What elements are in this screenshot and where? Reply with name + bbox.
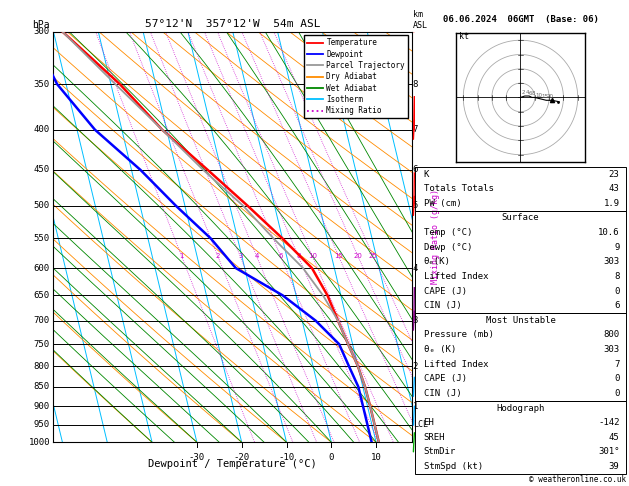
Text: 700: 700 (34, 316, 50, 325)
Text: 43: 43 (609, 184, 620, 193)
Text: 3: 3 (238, 254, 242, 260)
Text: © weatheronline.co.uk: © weatheronline.co.uk (529, 474, 626, 484)
Text: 6: 6 (279, 254, 283, 260)
Text: 10: 10 (536, 93, 543, 98)
Text: 15: 15 (542, 94, 548, 99)
Text: 301°: 301° (598, 448, 620, 456)
Text: Totals Totals: Totals Totals (423, 184, 493, 193)
Text: StmSpd (kt): StmSpd (kt) (423, 462, 482, 471)
Text: Lifted Index: Lifted Index (423, 272, 488, 281)
X-axis label: Dewpoint / Temperature (°C): Dewpoint / Temperature (°C) (148, 459, 317, 469)
Text: 950: 950 (34, 420, 50, 429)
Text: 23: 23 (609, 170, 620, 178)
Text: 8: 8 (614, 272, 620, 281)
Text: CIN (J): CIN (J) (423, 301, 461, 310)
Text: 5: 5 (413, 201, 418, 210)
Text: 8: 8 (532, 91, 535, 96)
Text: Most Unstable: Most Unstable (486, 316, 555, 325)
Text: 650: 650 (34, 291, 50, 300)
Text: 6: 6 (529, 91, 532, 96)
Text: Surface: Surface (502, 213, 539, 223)
Text: 1.9: 1.9 (603, 199, 620, 208)
Text: 4: 4 (526, 90, 530, 95)
Text: 4: 4 (255, 254, 259, 260)
Text: SREH: SREH (423, 433, 445, 442)
Text: 0: 0 (614, 287, 620, 295)
Text: 06.06.2024  06GMT  (Base: 06): 06.06.2024 06GMT (Base: 06) (443, 15, 598, 24)
Text: 303: 303 (603, 345, 620, 354)
Bar (415, 210, 626, 313)
Text: Lifted Index: Lifted Index (423, 360, 488, 369)
Text: CAPE (J): CAPE (J) (423, 287, 467, 295)
Text: 2: 2 (413, 362, 418, 371)
Text: CIN (J): CIN (J) (423, 389, 461, 398)
Text: 6: 6 (413, 165, 418, 174)
Text: 8: 8 (296, 254, 301, 260)
Text: K: K (423, 170, 429, 178)
Title: 57°12'N  357°12'W  54m ASL: 57°12'N 357°12'W 54m ASL (145, 19, 321, 30)
Text: CAPE (J): CAPE (J) (423, 374, 467, 383)
Text: Pressure (mb): Pressure (mb) (423, 330, 493, 339)
Text: 10: 10 (308, 254, 317, 260)
Text: hPa: hPa (32, 19, 50, 30)
Text: 10: 10 (370, 452, 382, 462)
Text: km
ASL: km ASL (413, 10, 428, 30)
Text: 7: 7 (614, 360, 620, 369)
Text: kt: kt (459, 32, 469, 41)
Text: PW (cm): PW (cm) (423, 199, 461, 208)
Text: EH: EH (423, 418, 434, 427)
Text: 9: 9 (614, 243, 620, 252)
Text: 2: 2 (216, 254, 220, 260)
Text: Temp (°C): Temp (°C) (423, 228, 472, 237)
Text: StmDir: StmDir (423, 448, 456, 456)
Text: 550: 550 (34, 234, 50, 243)
Text: 39: 39 (609, 462, 620, 471)
Text: 8: 8 (413, 80, 418, 88)
Text: Dewp (°C): Dewp (°C) (423, 243, 472, 252)
Text: 800: 800 (603, 330, 620, 339)
Text: -30: -30 (189, 452, 205, 462)
Text: 6: 6 (614, 301, 620, 310)
Text: 0: 0 (614, 374, 620, 383)
Text: 400: 400 (34, 125, 50, 134)
Text: 3: 3 (413, 316, 418, 325)
Text: 500: 500 (34, 201, 50, 210)
Legend: Temperature, Dewpoint, Parcel Trajectory, Dry Adiabat, Wet Adiabat, Isotherm, Mi: Temperature, Dewpoint, Parcel Trajectory… (304, 35, 408, 118)
Text: 800: 800 (34, 362, 50, 371)
Text: -20: -20 (233, 452, 250, 462)
Text: Mixing Ratio (g/kg): Mixing Ratio (g/kg) (431, 190, 440, 284)
Text: 2: 2 (521, 90, 525, 95)
Text: -10: -10 (279, 452, 294, 462)
Text: 25: 25 (369, 254, 377, 260)
Text: LCL: LCL (413, 420, 428, 429)
Text: 1: 1 (413, 402, 418, 411)
Text: 0: 0 (328, 452, 334, 462)
Text: -142: -142 (598, 418, 620, 427)
Text: 7: 7 (413, 125, 418, 134)
Text: 10.6: 10.6 (598, 228, 620, 237)
Text: 900: 900 (34, 402, 50, 411)
Text: 303: 303 (603, 257, 620, 266)
Bar (415, 167, 626, 210)
Bar (415, 313, 626, 401)
Text: 20: 20 (353, 254, 362, 260)
Text: θₑ (K): θₑ (K) (423, 345, 456, 354)
Text: 850: 850 (34, 382, 50, 391)
Text: 1000: 1000 (28, 438, 50, 447)
Text: Hodograph: Hodograph (496, 403, 545, 413)
Text: 0: 0 (614, 389, 620, 398)
Text: 300: 300 (34, 27, 50, 36)
Text: 15: 15 (334, 254, 343, 260)
Text: 20: 20 (547, 94, 554, 99)
Text: 450: 450 (34, 165, 50, 174)
Text: θₑ(K): θₑ(K) (423, 257, 450, 266)
Text: 45: 45 (609, 433, 620, 442)
Text: 1: 1 (179, 254, 184, 260)
Text: 350: 350 (34, 80, 50, 88)
Text: 750: 750 (34, 340, 50, 348)
Text: 4: 4 (413, 263, 418, 273)
Bar (415, 401, 626, 474)
Text: 600: 600 (34, 263, 50, 273)
